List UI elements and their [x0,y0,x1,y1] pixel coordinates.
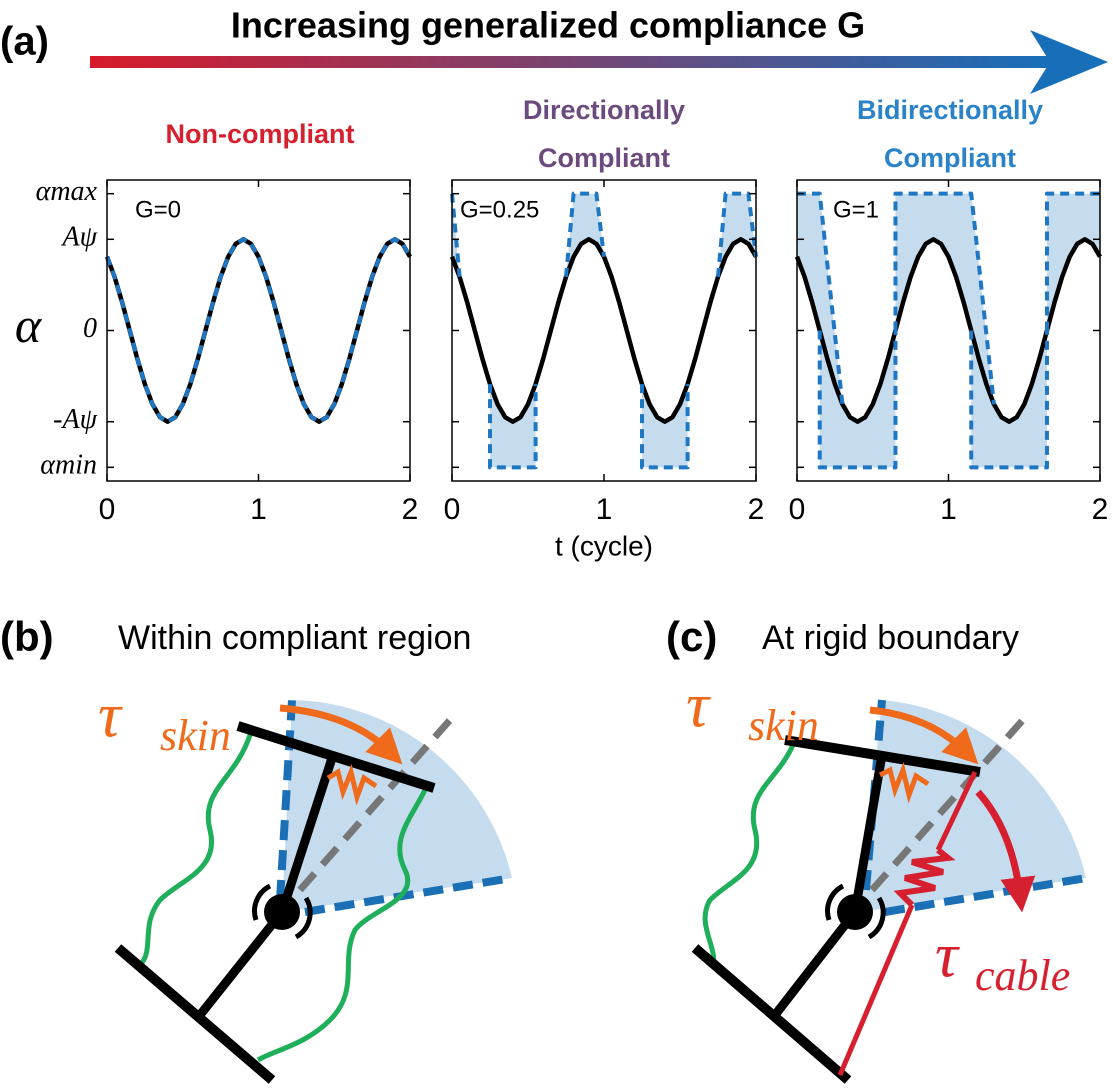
x-tick-label: 2 [748,493,765,526]
y-tick-label: -Aψ [53,404,97,435]
subfigure-title: Within compliant region [118,619,471,657]
tau-symbol: τ [98,680,123,751]
plot-title: Directionally Compliant [522,95,686,173]
cable [837,904,915,1076]
plot-title: Bidirectionally Compliant [856,95,1044,173]
axes-frame [106,179,411,482]
rigid-region [860,700,1086,912]
tau-symbol: τ [935,920,960,991]
x-tick-label: 2 [402,493,419,526]
plot: 0 1 2 G=1 [789,179,1109,526]
bound-line [797,191,1100,470]
tau-subscript: skin [160,711,231,760]
joint-arc [294,896,313,940]
x-tick-label: 0 [789,493,806,526]
x-tick-label: 1 [940,493,957,526]
skin [138,734,253,967]
torque-arrow [869,706,979,765]
x-tick-label: 0 [99,493,116,526]
y-axis-label: α [15,297,43,353]
joint-angle-line [104,237,412,424]
gradient-arrow-head [1030,30,1108,94]
x-tick-label: 0 [444,493,461,526]
boundary [884,874,1087,916]
joint-arc [825,883,845,921]
tau-symbol: τ [686,670,711,741]
neutral-axis [869,709,1033,893]
neutral-axis [297,709,460,893]
compliant-band [797,193,843,405]
plot: αmin -Aψ 0 Aψ αmax 0 1 2 G=0 α [15,176,418,526]
link [114,944,276,1084]
plot-title: Non-compliant [165,119,355,149]
bound-line [450,191,758,470]
subfigure-title: At rigid boundary [762,619,1019,657]
compliant-band [490,384,536,468]
joint [837,894,873,930]
gradient-arrow-shaft [90,56,1050,68]
compliant-band [819,330,896,468]
link [691,944,852,1084]
joint-arc [867,896,886,940]
link [850,754,887,913]
compliant-band [566,193,604,277]
skin [702,739,798,969]
diagram-b: τ skin [98,680,513,1084]
cable-spring [893,847,956,908]
annotation: G=0.25 [460,196,539,223]
compliant-band [895,193,994,405]
joint-angle-line [449,237,758,424]
boundary [276,699,296,901]
link [196,909,286,1018]
x-tick-label: 2 [1092,493,1109,526]
torque-arrow [975,789,1036,913]
link [277,750,339,914]
joint-arc [252,883,272,921]
diagram-c: τ skin τ cable [686,670,1087,1084]
link [771,909,859,1018]
y-tick-label: αmin [40,450,97,481]
panel-label: (b) [0,613,54,660]
tau-subscript: skin [748,701,819,750]
joint [264,894,300,930]
compliant-band [718,193,756,277]
bound-line [105,237,412,424]
header: Increasing generalized compliance G [231,5,865,46]
y-tick-label: αmax [36,176,98,207]
torque-arrow [279,704,403,765]
cable [935,770,978,852]
x-tick-label: 1 [596,493,613,526]
annotation: G=1 [833,196,879,223]
annotation: G=0 [135,196,181,223]
compliant-band [642,384,688,468]
y-tick-label: 0 [83,313,97,344]
panel-label: (c) [666,613,717,660]
compliant-band [971,330,1047,468]
boundary [304,874,513,916]
tau-subscript: cable [975,951,1070,1000]
y-tick-label: Aψ [61,222,98,253]
panel-label: (a) [0,20,49,64]
spring [878,761,930,804]
compliant-band [1046,193,1100,331]
x-axis-label: t (cycle) [555,530,653,561]
spring [326,763,378,806]
x-tick-label: 1 [250,493,267,526]
joint-angle-line [794,237,1102,424]
skin [256,788,428,1063]
plot: 0 1 2 G=0.25 t (cycle) [444,179,765,561]
